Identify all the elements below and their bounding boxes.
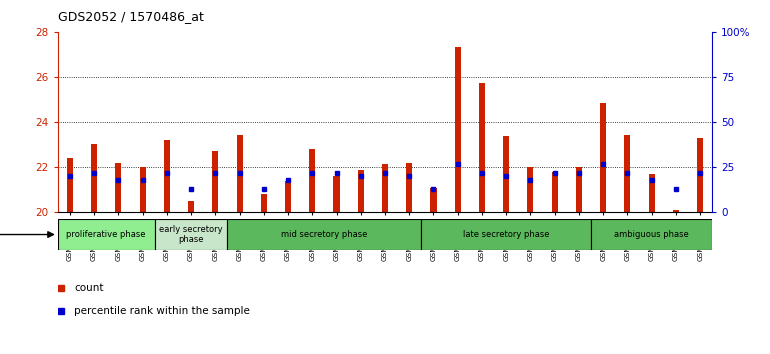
- Bar: [310, 149, 315, 212]
- Bar: [261, 194, 267, 212]
- Bar: [382, 164, 388, 212]
- Bar: [455, 46, 460, 212]
- Bar: [503, 136, 509, 212]
- Text: percentile rank within the sample: percentile rank within the sample: [74, 306, 249, 316]
- Bar: [227, 219, 421, 250]
- Bar: [164, 140, 170, 212]
- Bar: [624, 135, 631, 212]
- Bar: [58, 219, 155, 250]
- Bar: [527, 167, 534, 212]
- Text: other: other: [0, 229, 53, 240]
- Bar: [576, 167, 582, 212]
- Bar: [358, 170, 363, 212]
- Text: early secretory
phase: early secretory phase: [159, 225, 223, 244]
- Bar: [600, 103, 606, 212]
- Text: ambiguous phase: ambiguous phase: [614, 230, 689, 239]
- Bar: [430, 188, 437, 212]
- Text: count: count: [74, 284, 103, 293]
- Bar: [673, 210, 679, 212]
- Text: GDS2052 / 1570486_at: GDS2052 / 1570486_at: [58, 10, 203, 23]
- Bar: [188, 201, 194, 212]
- Bar: [236, 135, 243, 212]
- Bar: [421, 219, 591, 250]
- Bar: [139, 167, 146, 212]
- Bar: [285, 181, 291, 212]
- Bar: [648, 174, 654, 212]
- Text: mid secretory phase: mid secretory phase: [281, 230, 367, 239]
- Bar: [697, 138, 703, 212]
- Bar: [591, 219, 712, 250]
- Bar: [155, 219, 227, 250]
- Text: late secretory phase: late secretory phase: [463, 230, 550, 239]
- Bar: [91, 144, 97, 212]
- Bar: [67, 158, 73, 212]
- Bar: [333, 176, 340, 212]
- Bar: [116, 163, 122, 212]
- Text: proliferative phase: proliferative phase: [66, 230, 146, 239]
- Bar: [479, 82, 485, 212]
- Bar: [213, 152, 219, 212]
- Bar: [551, 172, 557, 212]
- Bar: [407, 163, 412, 212]
